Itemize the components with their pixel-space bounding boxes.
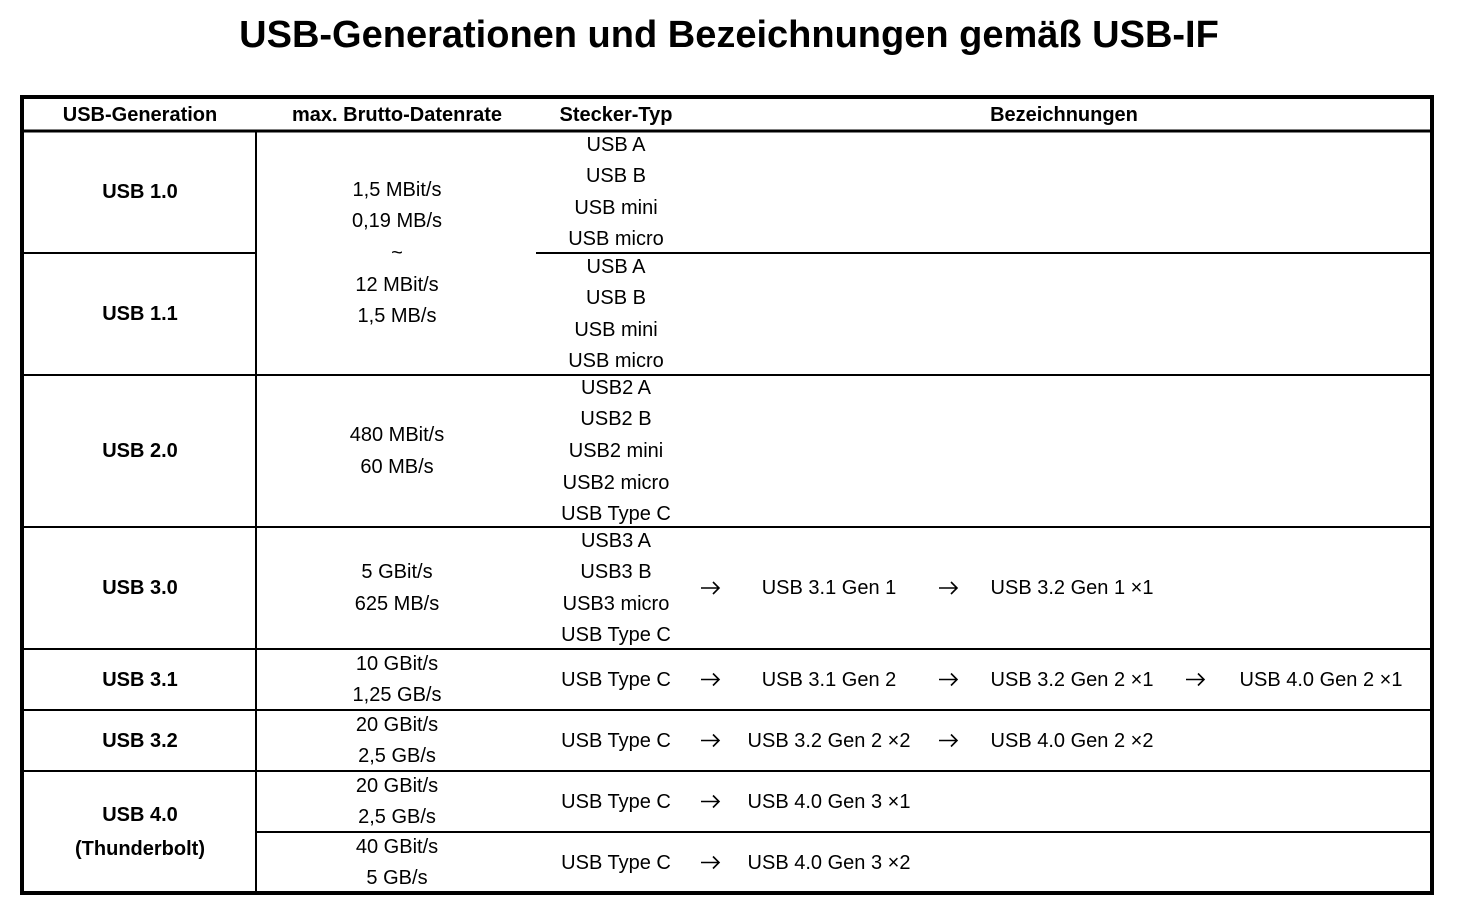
column-header: max. Brutto-Datenrate: [291, 104, 503, 126]
connector: USB Type C: [561, 668, 671, 691]
generation: (Thunderbolt): [75, 838, 205, 860]
connector: USB2 B: [580, 408, 652, 431]
data-rate: 5 GBit/s: [361, 561, 433, 584]
arrow: [701, 581, 721, 595]
connector: USB micro: [568, 228, 664, 251]
connector: USB Type C: [561, 503, 671, 526]
connector: USB3 B: [580, 561, 652, 584]
data-rate: 20 GBit/s: [355, 774, 439, 797]
generation: USB 1.1: [102, 303, 178, 325]
data-rate: 60 MB/s: [360, 455, 434, 478]
connector: USB Type C: [561, 851, 671, 874]
data-rate: 480 MBit/s: [349, 424, 445, 447]
generation: USB 1.0: [102, 181, 178, 203]
generation: USB 3.0: [102, 577, 178, 599]
designation: USB 3.2 Gen 2 ×1: [990, 668, 1154, 691]
connector: USB mini: [574, 318, 658, 341]
designation: USB 3.2 Gen 1 ×1: [990, 577, 1154, 599]
designation: USB 3.1 Gen 2: [761, 668, 897, 691]
data-rate: 10 GBit/s: [355, 652, 439, 675]
data-rate: 5 GB/s: [366, 867, 428, 890]
connector: USB Type C: [561, 790, 671, 813]
generation: USB 2.0: [102, 440, 178, 462]
connector: USB mini: [574, 196, 658, 219]
connector: USB2 micro: [562, 471, 670, 494]
generation: USB 3.1: [102, 668, 178, 691]
connector: USB2 mini: [568, 440, 664, 462]
arrow: [939, 672, 959, 687]
column-header: Bezeichnungen: [990, 104, 1138, 126]
arrow: [939, 733, 959, 748]
column-header: USB-Generation: [62, 104, 218, 126]
designation: USB 3.1 Gen 1: [761, 577, 897, 599]
data-rate: 1,5 MB/s: [357, 305, 437, 328]
column-header: Stecker-Typ: [559, 104, 673, 126]
designation: USB 4.0 Gen 3 ×2: [747, 851, 911, 874]
generation: USB 3.2: [102, 729, 178, 752]
data-rate: 2,5 GB/s: [358, 745, 436, 768]
data-rate: 1,5 MBit/s: [352, 178, 442, 201]
designation: USB 3.2 Gen 2 ×2: [747, 729, 911, 752]
connector: USB A: [586, 255, 646, 278]
arrow: [701, 855, 721, 870]
connector: USB Type C: [561, 729, 671, 752]
connector: USB Type C: [561, 624, 671, 647]
data-rate: 0,19 MB/s: [351, 210, 443, 233]
generation: USB 4.0: [102, 804, 178, 826]
data-rate: ~: [391, 242, 403, 264]
data-rate: 20 GBit/s: [355, 713, 439, 736]
data-rate: 12 MBit/s: [355, 273, 439, 296]
designation: USB 4.0 Gen 3 ×1: [747, 790, 911, 813]
connector: USB3 micro: [562, 592, 670, 615]
connector: USB B: [585, 165, 647, 188]
data-rate: 2,5 GB/s: [358, 806, 436, 829]
data-rate: 625 MB/s: [354, 592, 440, 615]
designation: USB 4.0 Gen 2 ×2: [990, 729, 1154, 752]
connector: USB2 A: [580, 376, 652, 399]
designation: USB 4.0 Gen 2 ×1: [1239, 668, 1403, 691]
arrow: [701, 672, 721, 687]
arrow: [701, 794, 721, 809]
table-border: [20, 95, 1434, 895]
connector: USB micro: [568, 350, 664, 373]
title: USB-Generationen und Bezeichnungen gemäß…: [239, 14, 1219, 56]
arrow: [1186, 672, 1206, 687]
connector: USB B: [585, 287, 647, 310]
arrow: [939, 581, 959, 595]
data-rate: 1,25 GB/s: [352, 684, 442, 707]
data-rate: 40 GBit/s: [355, 835, 439, 858]
arrow: [701, 733, 721, 748]
connector: USB A: [586, 133, 646, 156]
connector: USB3 A: [580, 529, 652, 552]
